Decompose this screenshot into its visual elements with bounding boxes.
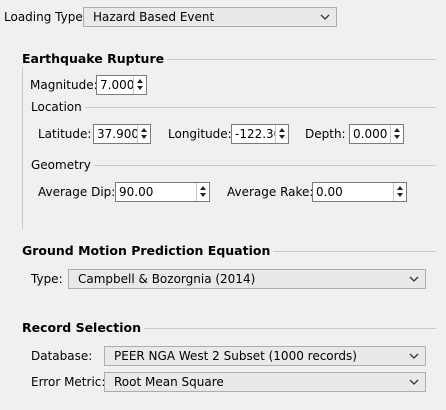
record-selection-divider	[22, 328, 436, 329]
latitude-value: 37.900	[97, 127, 139, 141]
geometry-title: Geometry	[31, 157, 94, 173]
latitude-label: Latitude:	[38, 127, 92, 141]
average-rake-spinbox[interactable]: 0.00	[312, 182, 407, 202]
average-dip-spinbox[interactable]: 90.00	[115, 182, 210, 202]
chevron-down-icon	[409, 353, 419, 359]
loading-type-label: Loading Type	[4, 10, 83, 24]
loading-type-select[interactable]: Hazard Based Event	[83, 7, 337, 27]
spin-arrows-icon[interactable]	[196, 183, 209, 201]
gmpe-type-select[interactable]: Campbell & Bozorgnia (2014)	[68, 269, 426, 289]
depth-value: 0.000	[353, 127, 388, 141]
spin-arrows-icon[interactable]	[390, 125, 403, 143]
database-select[interactable]: PEER NGA West 2 Subset (1000 records)	[104, 346, 426, 366]
depth-label: Depth:	[305, 127, 346, 141]
gmpe-type-value: Campbell & Bozorgnia (2014)	[78, 272, 256, 286]
longitude-value: -122.30	[235, 127, 282, 141]
geometry-divider	[30, 165, 436, 166]
longitude-label: Longitude:	[168, 127, 232, 141]
error-metric-select[interactable]: Root Mean Square	[104, 372, 426, 392]
magnitude-value: 7.000	[100, 78, 135, 92]
magnitude-spinbox[interactable]: 7.000	[96, 75, 147, 95]
average-dip-label: Average Dip:	[38, 185, 116, 199]
earthquake-rupture-border-left	[22, 59, 23, 229]
magnitude-label: Magnitude:	[30, 78, 98, 92]
spin-arrows-icon[interactable]	[133, 76, 146, 94]
location-divider	[30, 107, 436, 108]
loading-type-value: Hazard Based Event	[93, 10, 215, 24]
earthquake-rupture-title: Earthquake Rupture	[22, 51, 168, 67]
average-rake-label: Average Rake:	[227, 185, 314, 199]
chevron-down-icon	[320, 14, 330, 20]
error-metric-label: Error Metric:	[31, 375, 106, 389]
record-selection-title: Record Selection	[22, 320, 144, 336]
spin-arrows-icon[interactable]	[137, 125, 150, 143]
chevron-down-icon	[409, 379, 419, 385]
location-title: Location	[31, 99, 85, 115]
depth-spinbox[interactable]: 0.000	[349, 124, 404, 144]
average-dip-value: 90.00	[119, 185, 154, 199]
longitude-spinbox[interactable]: -122.30	[231, 124, 289, 144]
chevron-down-icon	[409, 276, 419, 282]
spin-arrows-icon[interactable]	[275, 125, 288, 143]
earthquake-rupture-divider	[22, 59, 436, 60]
database-label: Database:	[31, 349, 93, 363]
database-value: PEER NGA West 2 Subset (1000 records)	[114, 349, 357, 363]
average-rake-value: 0.00	[316, 185, 343, 199]
error-metric-value: Root Mean Square	[114, 375, 224, 389]
gmpe-title: Ground Motion Prediction Equation	[22, 243, 274, 259]
gmpe-type-label: Type:	[31, 272, 63, 286]
spin-arrows-icon[interactable]	[393, 183, 406, 201]
latitude-spinbox[interactable]: 37.900	[93, 124, 151, 144]
earthquake-rupture-corner	[22, 228, 23, 229]
